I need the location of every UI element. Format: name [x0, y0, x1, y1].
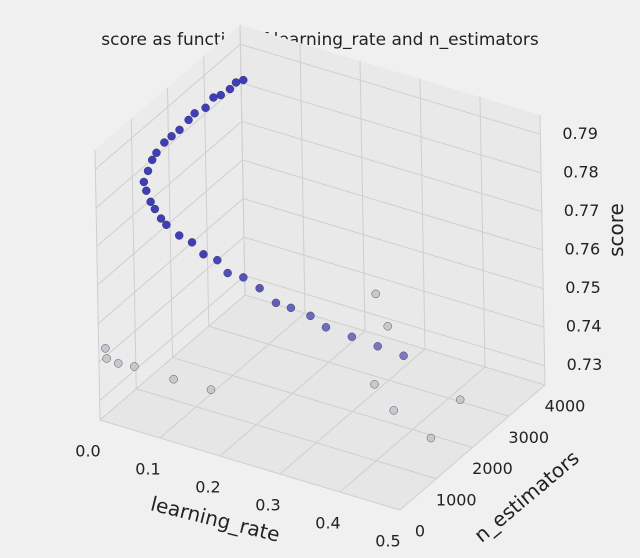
data-point [426, 433, 436, 443]
data-point [216, 90, 225, 100]
grid-line [240, 43, 541, 135]
grid-line [240, 82, 542, 174]
data-point [139, 177, 149, 187]
data-point [162, 220, 171, 230]
grid-line [95, 43, 241, 170]
data-point [152, 148, 161, 157]
data-point [371, 289, 380, 299]
grid-line [243, 198, 544, 290]
chart-title: score as function of learning_rate and n… [101, 30, 539, 50]
data-point [389, 406, 398, 415]
x-tick-label: 0.2 [195, 478, 220, 497]
data-point [455, 395, 465, 404]
z-tick-label: 0.75 [565, 278, 601, 297]
grid-line [95, 82, 242, 209]
y-tick-label: 1000 [436, 490, 477, 509]
data-point [167, 132, 176, 141]
data-point [399, 351, 408, 360]
grid-line [97, 198, 244, 324]
data-point [130, 362, 139, 371]
data-point [175, 125, 184, 135]
data-point [383, 322, 392, 331]
x-tick-label: 0.3 [255, 496, 280, 515]
data-point [255, 284, 264, 293]
data-point [206, 385, 216, 394]
data-point [239, 75, 248, 85]
z-tick-label: 0.73 [567, 355, 603, 374]
grid-line [97, 159, 243, 286]
data-point [143, 166, 153, 176]
data-point [102, 354, 111, 363]
data-point [223, 268, 232, 278]
data-point [199, 250, 208, 259]
z-tick-label: 0.77 [564, 201, 600, 220]
data-point [147, 155, 157, 165]
data-point [201, 103, 210, 112]
z-tick-label: 0.76 [565, 240, 601, 259]
data-point [160, 138, 169, 147]
data-point [156, 214, 166, 223]
data-point [184, 115, 193, 125]
data-point [239, 273, 248, 282]
data-point [169, 375, 178, 384]
grid-line [99, 419, 401, 511]
grid-line [99, 275, 245, 402]
data-point [286, 303, 296, 313]
data-point [142, 186, 151, 195]
data-point [101, 344, 110, 353]
data-point [175, 231, 184, 240]
data-point [150, 204, 160, 214]
z-tick-label: 0.78 [563, 162, 599, 181]
data-point [114, 359, 123, 368]
data-point [370, 380, 379, 389]
x-tick-label: 0.1 [135, 460, 160, 479]
data-point [209, 93, 218, 102]
x-tick-label: 0.4 [315, 514, 340, 533]
grid-line [136, 388, 437, 480]
data-point [347, 332, 357, 341]
data-point [231, 78, 241, 87]
grid-line [242, 159, 543, 251]
y-tick-label: 0 [415, 522, 425, 541]
x-tick-label: 0.5 [375, 532, 400, 551]
data-point [321, 323, 331, 332]
y-tick-label: 2000 [472, 459, 513, 478]
x-tick-label: 0.0 [75, 442, 100, 461]
data-point [187, 238, 197, 247]
grid-line [172, 357, 473, 448]
data-point [306, 311, 315, 321]
z-tick-label: 0.79 [562, 124, 598, 143]
grid-line [241, 120, 542, 212]
grid-line [96, 121, 243, 247]
y-tick-label: 4000 [545, 397, 586, 416]
data-point [271, 298, 281, 308]
data-point [190, 109, 199, 118]
data-point [213, 255, 222, 265]
grid-line [243, 236, 545, 328]
data-point [146, 197, 155, 207]
z-tick-label: 0.74 [566, 317, 602, 336]
data-point [225, 84, 235, 94]
y-tick-label: 3000 [508, 428, 549, 447]
data-point [373, 342, 382, 351]
z-axis-label: score [604, 203, 628, 257]
grid-line [244, 294, 546, 386]
grid-line [244, 275, 545, 367]
